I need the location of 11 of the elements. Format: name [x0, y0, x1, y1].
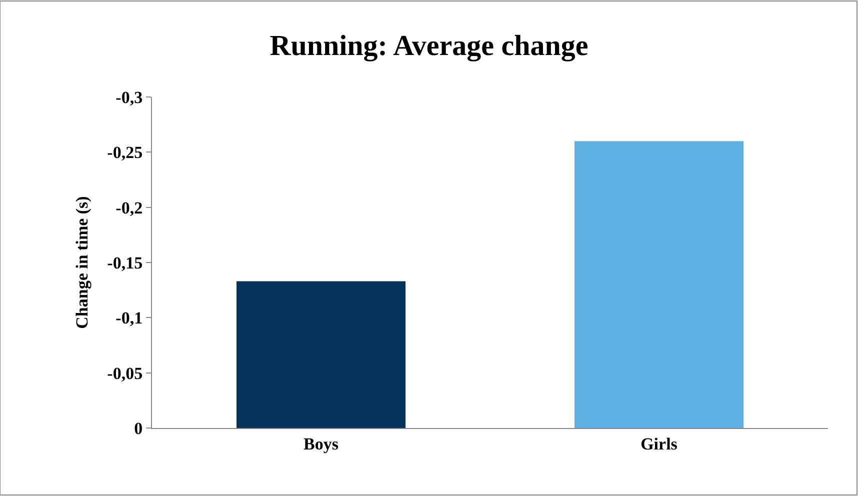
chart-title: Running: Average change — [270, 30, 588, 62]
y-tick-label: 0 — [134, 418, 143, 438]
y-tick-label: -0,05 — [107, 364, 143, 383]
y-tick-label: -0,3 — [116, 88, 143, 107]
y-tick-label: -0,25 — [107, 143, 143, 162]
y-tick-label: -0,15 — [107, 253, 143, 272]
x-tick-label: Girls — [640, 434, 678, 454]
y-axis-title: Change in time (s) — [72, 196, 92, 329]
x-tick-label: Boys — [304, 434, 339, 454]
y-tick-label: -0,2 — [116, 198, 143, 218]
y-tick-label: -0,1 — [116, 308, 143, 328]
